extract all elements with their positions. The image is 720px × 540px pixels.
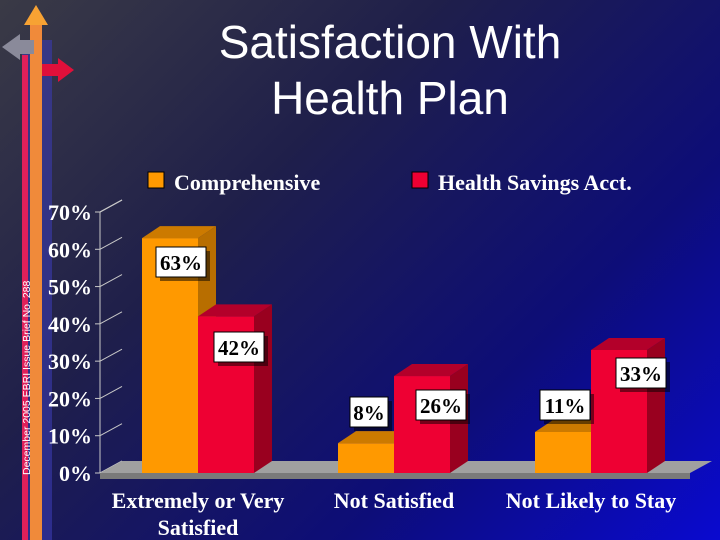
bar-side bbox=[254, 304, 272, 473]
bars bbox=[142, 226, 665, 473]
data-label: 11% bbox=[545, 394, 586, 418]
y-axis: 0% 10% 20% 30% 40% 50% 60% 70% bbox=[48, 199, 123, 486]
x-category-label-line: Not Satisfied bbox=[334, 488, 454, 513]
arrow-left-icon bbox=[2, 34, 34, 60]
y-tick-depth bbox=[99, 348, 123, 362]
bar-top bbox=[338, 431, 412, 444]
y-tick-label: 0% bbox=[59, 461, 92, 486]
data-label-box bbox=[349, 396, 389, 428]
floor-front bbox=[100, 473, 690, 479]
legend-swatch-hsa bbox=[411, 171, 429, 189]
bar bbox=[338, 443, 394, 473]
data-label: 33% bbox=[620, 362, 662, 386]
bar bbox=[535, 431, 591, 473]
y-tick-label: 10% bbox=[48, 424, 92, 449]
legend-label-comprehensive: Comprehensive bbox=[174, 170, 320, 195]
bar-top bbox=[591, 337, 665, 350]
x-category-label-line: Extremely or Very bbox=[112, 488, 285, 513]
title-line-1: Satisfaction With bbox=[218, 16, 562, 68]
y-tick-label: 60% bbox=[48, 237, 92, 262]
x-category-label: Not Satisfied bbox=[334, 488, 454, 513]
y-tick-label: 40% bbox=[48, 312, 92, 337]
x-category-label-line: Satisfied bbox=[158, 515, 239, 540]
y-tick-depth bbox=[99, 274, 123, 288]
y-tick-depth bbox=[99, 385, 123, 399]
vertical-stripe-red bbox=[22, 55, 28, 540]
bar-top bbox=[394, 364, 468, 377]
x-category-label-line: Not Likely to Stay bbox=[506, 488, 677, 513]
y-tick-label: 70% bbox=[48, 200, 92, 225]
y-tick-depth bbox=[99, 311, 123, 325]
y-tick-label: 30% bbox=[48, 349, 92, 374]
legend: Comprehensive Health Savings Acct. bbox=[147, 170, 632, 195]
data-label: 26% bbox=[420, 394, 462, 418]
y-tick-depth bbox=[99, 423, 123, 437]
decorative-arrows bbox=[2, 5, 74, 540]
arrow-up-icon bbox=[24, 5, 48, 25]
data-label: 8% bbox=[353, 401, 385, 425]
arrow-right-icon bbox=[42, 58, 74, 82]
x-category-label: Not Likely to Stay bbox=[506, 488, 677, 513]
data-label-box bbox=[615, 357, 667, 389]
legend-swatch-comprehensive bbox=[147, 171, 165, 189]
data-labels: 63% 42% 8% 26% 11% 33% bbox=[155, 246, 670, 431]
slide-title: Satisfaction With Health Plan bbox=[150, 14, 630, 126]
data-label: 63% bbox=[160, 251, 202, 275]
y-tick-depth bbox=[99, 236, 123, 250]
data-label-box bbox=[213, 331, 265, 363]
y-tick-label: 20% bbox=[48, 386, 92, 411]
data-label-box bbox=[539, 389, 591, 421]
data-label-box bbox=[415, 389, 467, 421]
y-tick-label: 50% bbox=[48, 275, 92, 300]
bar-top bbox=[142, 226, 216, 239]
vertical-stripe-orange bbox=[30, 22, 42, 540]
x-axis-categories: Extremely or Very Satisfied Not Satisfied N… bbox=[112, 488, 677, 540]
data-label-box bbox=[155, 246, 207, 278]
data-label: 42% bbox=[218, 336, 260, 360]
legend-label-hsa: Health Savings Acct. bbox=[438, 170, 632, 195]
x-category-label: Extremely or Very Satisfied bbox=[112, 488, 285, 540]
bar-top bbox=[198, 304, 272, 317]
title-line-2: Health Plan bbox=[271, 72, 509, 124]
y-tick-depth bbox=[99, 199, 123, 213]
